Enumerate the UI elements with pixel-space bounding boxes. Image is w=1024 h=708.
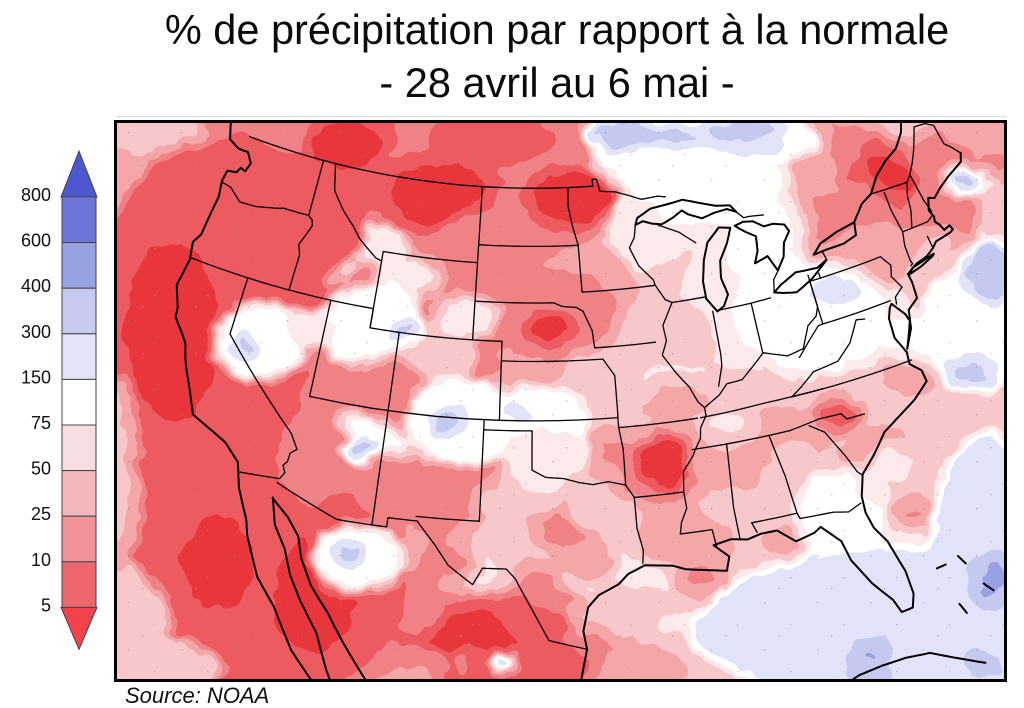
svg-text:50: 50 [31, 459, 51, 479]
svg-text:5: 5 [41, 595, 51, 615]
svg-text:75: 75 [31, 413, 51, 433]
svg-text:150: 150 [21, 367, 51, 387]
svg-text:600: 600 [21, 231, 51, 251]
svg-text:800: 800 [21, 185, 51, 205]
svg-text:25: 25 [31, 504, 51, 524]
svg-text:300: 300 [21, 322, 51, 342]
svg-text:10: 10 [31, 550, 51, 570]
svg-text:400: 400 [21, 276, 51, 296]
